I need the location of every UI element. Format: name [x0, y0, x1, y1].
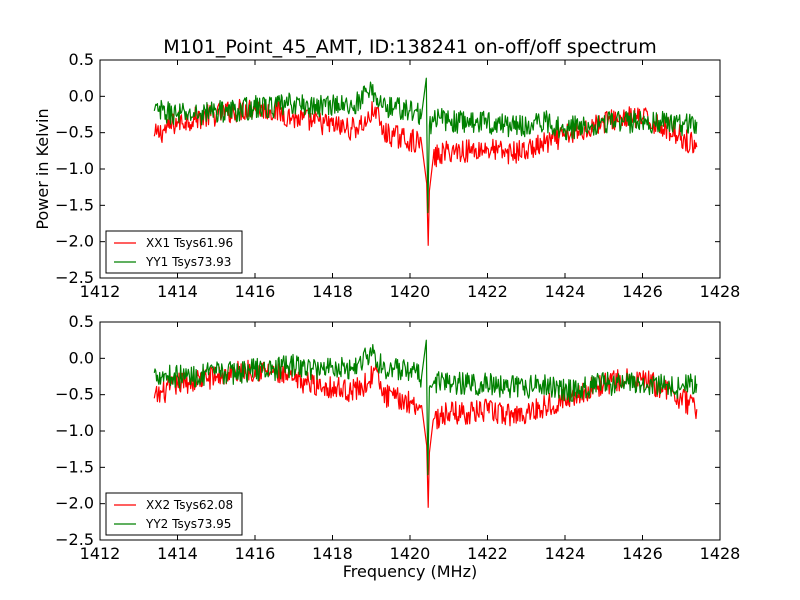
x-axis-title: Frequency (MHz) [343, 562, 477, 581]
x-tick-label: 1426 [622, 282, 663, 301]
legend-label: XX1 Tsys61.96 [146, 236, 233, 250]
x-tick-label: 1422 [467, 544, 508, 563]
x-tick-label: 1428 [700, 544, 741, 563]
legend-label: YY1 Tsys73.93 [145, 255, 231, 269]
x-tick-label: 1412 [80, 282, 121, 301]
panel-2: 1412 1414 1416 1418 1420 1422 1424 1426 1428 0.5 0… [55, 312, 740, 563]
y-tick-label: 0.0 [69, 348, 94, 367]
x-tick-label: 1414 [157, 544, 198, 563]
x-tick-label: 1426 [622, 544, 663, 563]
x-tick-label: 1418 [312, 544, 353, 563]
legend-label: YY2 Tsys73.95 [145, 517, 231, 531]
y-tick-label: −2.5 [55, 268, 94, 287]
x-tick-label: 1416 [235, 544, 276, 563]
x-tick-label: 1428 [700, 282, 741, 301]
y-tick-label: 0.5 [69, 312, 94, 331]
panels: 1412 1414 1416 1418 1420 1422 1424 1426 1428 0.5 0… [55, 50, 740, 563]
x-tick-label: 1424 [545, 544, 586, 563]
x-tick-label: 1420 [390, 544, 431, 563]
x-tick-label: 1412 [80, 544, 121, 563]
y-axis-title: Power in Kelvin [33, 108, 52, 229]
y-tick-label: −2.0 [55, 494, 94, 513]
legend: XX1 Tsys61.96 YY1 Tsys73.93 [105, 230, 243, 274]
series-line-2-2 [153, 339, 698, 476]
figure-title: M101_Point_45_AMT, ID:138241 on-off/off … [163, 36, 656, 58]
x-tick-label: 1418 [312, 282, 353, 301]
legend-label: XX2 Tsys62.08 [146, 498, 233, 512]
x-tick-label: 1420 [390, 282, 431, 301]
y-tick-label: 0.5 [69, 50, 94, 69]
y-tick-label: 0.0 [69, 86, 94, 105]
y-tick-label: −1.0 [55, 421, 94, 440]
y-tick-label: −1.5 [55, 195, 94, 214]
y-tick-label: −1.5 [55, 457, 94, 476]
x-tick-label: 1416 [235, 282, 276, 301]
panel-1: 1412 1414 1416 1418 1420 1422 1424 1426 1428 0.5 0… [55, 50, 740, 301]
x-tick-label: 1422 [467, 282, 508, 301]
legend-box [105, 230, 243, 274]
y-tick-label: −0.5 [55, 385, 94, 404]
legend-box [105, 492, 243, 536]
series-line-1-2 [153, 77, 698, 214]
y-tick-label: −1.0 [55, 159, 94, 178]
x-tick-label: 1414 [157, 282, 198, 301]
y-tick-label: −0.5 [55, 123, 94, 142]
legend: XX2 Tsys62.08 YY2 Tsys73.95 [105, 492, 243, 536]
x-tick-label: 1424 [545, 282, 586, 301]
y-tick-label: −2.5 [55, 530, 94, 549]
y-tick-label: −2.0 [55, 232, 94, 251]
